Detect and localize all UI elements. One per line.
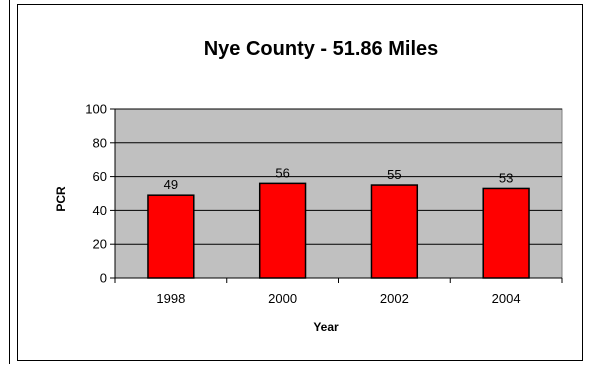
bar-chart: Nye County - 51.86 Miles 49 56 55 53 0 20 40 6… — [54, 38, 563, 334]
chart-area: Nye County - 51.86 Miles 49 56 55 53 0 20 40 6… — [17, 4, 583, 361]
y-tick-labels: 0 20 40 60 80 100 — [85, 102, 107, 286]
bar-2004 — [482, 187, 530, 279]
x-tick-label-2000: 2000 — [268, 291, 297, 306]
x-tick-label-2002: 2002 — [380, 291, 409, 306]
y-axis-label: PCR — [54, 186, 68, 212]
bars — [147, 182, 530, 279]
x-axis-label: Year — [313, 320, 339, 334]
bar-2000 — [258, 182, 307, 279]
data-label-2000: 56 — [275, 165, 289, 180]
data-label-2002: 55 — [387, 167, 401, 182]
chart-title: Nye County - 51.86 Miles — [204, 38, 439, 60]
data-label-1998: 49 — [164, 177, 178, 192]
y-tick-label-60: 60 — [93, 169, 107, 184]
x-tick-labels: 1998 2000 2002 2004 — [156, 291, 520, 306]
y-tick-label-40: 40 — [93, 203, 107, 218]
y-tick-label-0: 0 — [100, 271, 107, 286]
y-tick-label-80: 80 — [93, 135, 107, 150]
x-tick-label-1998: 1998 — [156, 291, 185, 306]
data-labels: 49 56 55 53 — [164, 165, 514, 192]
y-tick-label-20: 20 — [93, 237, 107, 252]
data-label-2004: 53 — [499, 170, 513, 185]
bar-1998 — [147, 194, 195, 279]
y-tick-label-100: 100 — [85, 102, 107, 117]
x-tick-label-2004: 2004 — [492, 291, 521, 306]
bar-2002 — [370, 184, 419, 279]
axes — [110, 108, 563, 283]
left-frame-border — [0, 0, 10, 364]
